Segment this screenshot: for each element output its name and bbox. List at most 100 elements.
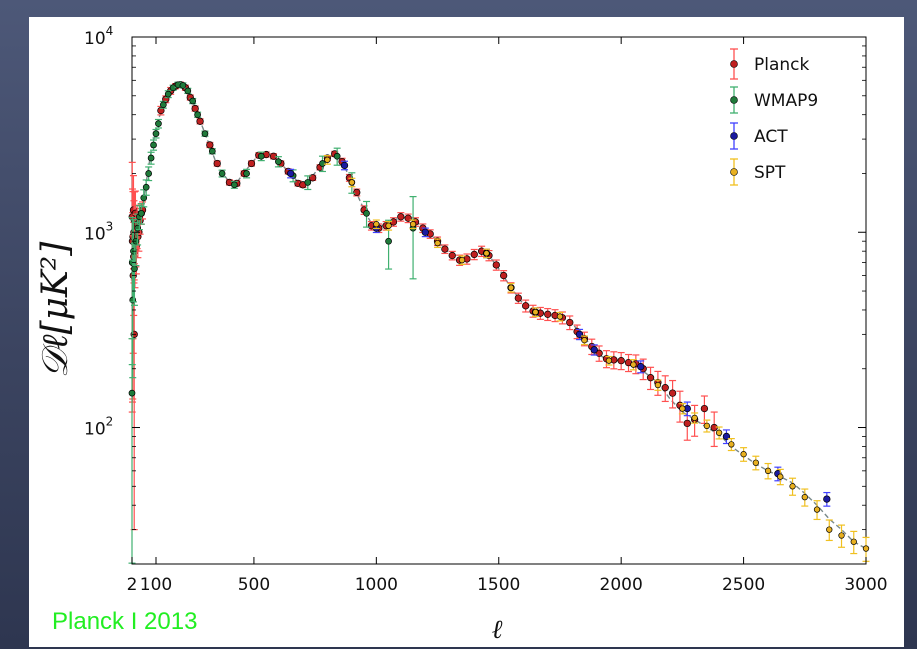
planck-marker-93 xyxy=(683,419,691,428)
spt-point-24 xyxy=(789,477,797,496)
act-marker-3 xyxy=(421,228,429,236)
spt-marker-1 xyxy=(348,179,356,186)
planck-marker-48 xyxy=(353,188,361,197)
spt-marker-22 xyxy=(764,467,772,474)
planck-point-71 xyxy=(522,299,530,313)
wmap9-marker-12 xyxy=(147,154,155,162)
spt-marker-14 xyxy=(654,381,662,389)
planck-point-28 xyxy=(196,117,204,125)
wmap9-marker-24 xyxy=(201,130,209,137)
x-tick-label-1: 100 xyxy=(140,575,172,595)
wmap9-marker-14 xyxy=(152,130,160,137)
legend-label-wmap9: WMAP9 xyxy=(754,91,818,111)
wmap9-point-21 xyxy=(184,87,192,95)
spt-marker-29 xyxy=(850,538,857,545)
wmap9-marker-23 xyxy=(194,111,201,119)
planck-marker-84 xyxy=(617,357,625,365)
spt-marker-6 xyxy=(458,256,466,264)
spt-point-7 xyxy=(483,248,491,259)
spt-marker-19 xyxy=(728,441,735,448)
planck-point-81 xyxy=(595,345,603,362)
spt-marker-10 xyxy=(556,313,564,320)
planck-point-37 xyxy=(269,152,278,160)
y-tick-exponent-1: 3 xyxy=(106,219,114,233)
wmap9-marker-21 xyxy=(184,87,192,95)
plot-area xyxy=(131,36,867,565)
planck-marker-91 xyxy=(668,389,677,397)
wmap9-marker-25 xyxy=(208,147,216,155)
planck-point-84 xyxy=(617,351,625,371)
spt-point-2 xyxy=(372,219,380,230)
act-marker-12 xyxy=(823,495,831,503)
planck-marker-90 xyxy=(661,384,669,392)
planck-point-74 xyxy=(544,307,552,322)
citation-caption: Planck I 2013 xyxy=(52,608,198,635)
spt-point-5 xyxy=(434,238,442,249)
spt-marker-7 xyxy=(483,250,490,257)
wmap9-marker-34 xyxy=(333,152,341,160)
spt-marker-5 xyxy=(434,239,441,247)
spt-point-4 xyxy=(409,219,417,230)
spt-point-25 xyxy=(801,488,809,507)
spt-marker-11 xyxy=(581,337,588,344)
planck-point-60 xyxy=(441,244,449,255)
spt-point-22 xyxy=(764,462,772,480)
planck-point-30 xyxy=(213,159,221,168)
wmap9-point-12 xyxy=(147,151,155,165)
y-tick-exponent-2: 4 xyxy=(106,24,114,38)
spt-marker-0 xyxy=(324,156,331,163)
spt-point-10 xyxy=(556,311,564,322)
wmap9-marker-10 xyxy=(142,183,150,191)
wmap9-marker-37 xyxy=(385,237,392,245)
legend-label-spt: SPT xyxy=(754,163,786,183)
planck-marker-60 xyxy=(441,245,449,253)
legend-label-planck: Planck xyxy=(754,55,810,75)
planck-point-29 xyxy=(206,141,214,149)
wmap9-point-32 xyxy=(304,175,312,191)
spt-point-12 xyxy=(605,355,613,366)
planck-point-77 xyxy=(566,315,574,331)
wmap9-point-27 xyxy=(230,180,238,189)
wmap9-marker-29 xyxy=(257,152,265,160)
wmap9-point-24 xyxy=(201,130,209,137)
spt-marker-20 xyxy=(740,451,747,458)
spt-point-1 xyxy=(348,177,356,188)
spt-point-29 xyxy=(850,530,858,555)
x-tick-label-4: 1500 xyxy=(477,575,520,595)
wmap9-point-18 xyxy=(169,84,177,92)
y-tick-label-1: 103 xyxy=(84,219,113,244)
wmap9-marker-30 xyxy=(275,158,282,165)
spt-point-26 xyxy=(813,500,821,521)
wmap9-point-22 xyxy=(189,97,197,105)
wmap9-point-0 xyxy=(128,338,136,564)
wmap9-marker-16 xyxy=(159,101,167,109)
spt-point-21 xyxy=(752,455,760,471)
wmap9-marker-36 xyxy=(363,209,370,217)
spt-point-20 xyxy=(740,447,748,462)
spt-marker-23 xyxy=(777,473,784,480)
act-marker-1 xyxy=(340,161,349,170)
planck-marker-77 xyxy=(566,318,574,327)
planck-marker-70 xyxy=(514,294,522,302)
spt-point-11 xyxy=(580,335,588,346)
planck-marker-68 xyxy=(500,271,508,280)
wmap9-marker-13 xyxy=(150,141,157,149)
act-point-12 xyxy=(823,491,831,507)
act-point-1 xyxy=(340,160,349,171)
planck-marker-20 xyxy=(157,106,165,115)
planck-point-20 xyxy=(157,105,165,116)
legend: Planck WMAP9 ACT SPT xyxy=(730,48,818,186)
series-wmap9 xyxy=(128,81,417,564)
spt-marker-16 xyxy=(691,414,698,422)
planck-point-68 xyxy=(500,270,508,282)
wmap9-marker-8 xyxy=(137,209,145,217)
spt-point-15 xyxy=(678,403,686,415)
legend-item-act: ACT xyxy=(730,122,788,150)
x-tick-label-0: 2 xyxy=(127,575,138,595)
planck-marker-30 xyxy=(213,159,221,168)
wmap9-marker-20 xyxy=(179,82,187,89)
legend-planck-marker xyxy=(730,60,738,68)
spt-point-17 xyxy=(703,419,711,433)
legend-spt-marker xyxy=(730,168,738,176)
planck-marker-67 xyxy=(492,261,500,269)
